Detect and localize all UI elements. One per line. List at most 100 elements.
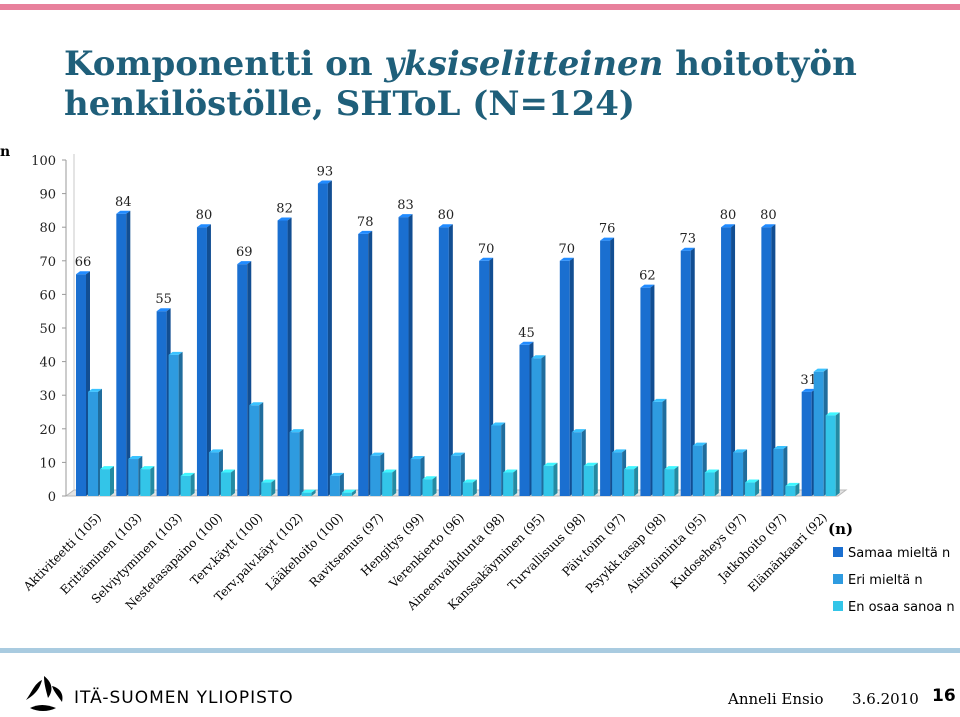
bar-top-face [128,456,143,460]
legend-label: Eri mieltä n [848,573,923,588]
bar-side-face [472,479,477,496]
bar-series2 [612,452,623,496]
data-label: 31 [800,373,817,388]
category-label: Verenkierto (96) [386,510,467,591]
title-italic: yksiselitteinen [384,44,664,84]
bar-series3 [180,475,191,496]
bar-series2 [168,354,179,496]
bar-side-face [783,445,788,496]
legend-label: En osaa sanoa n [848,600,955,615]
bar-series2 [531,358,542,496]
bar-side-face [287,217,292,497]
data-label: 73 [679,232,696,247]
bar-top-face [543,462,558,466]
bar-top-face [503,469,518,473]
bar-series3 [261,482,272,496]
bar-series1 [116,213,127,496]
bar-series1 [196,227,207,496]
bar-top-face [559,257,574,261]
top-accent-rule [0,4,960,10]
bar-side-face [311,489,316,496]
bar-top-face [410,456,425,460]
bar-top-face [450,452,465,456]
y-tick-label: 60 [39,288,56,303]
data-label: 69 [236,245,253,260]
category-label: Ravitsemus (97) [307,510,387,590]
legend-title: (n) [828,520,853,538]
bar-top-face [398,214,413,218]
bar-series1 [76,274,86,496]
bar-top-face [583,462,598,466]
bar-series2 [329,475,340,496]
category-label: Jatkohoito (97) [714,510,789,585]
bar-side-face [755,479,760,496]
data-label: 78 [357,215,374,230]
data-label: 70 [559,242,576,257]
bar-top-face [76,271,90,275]
bar-series1 [761,227,772,496]
university-logo-icon [26,676,63,711]
y-tick-label: 90 [39,188,56,203]
y-tick-label: 20 [39,423,56,438]
bar-series3 [100,469,110,496]
bar-series2 [491,425,502,496]
bar-top-face [664,466,679,470]
category-label: Kudoseheys (97) [668,510,749,591]
data-label: 62 [639,269,656,284]
bar-side-face [126,210,131,496]
bar-top-face [491,422,506,426]
bar-top-face [640,284,655,288]
bar-top-face [140,466,155,470]
bar-series3 [785,485,796,496]
bar-series3 [140,469,151,496]
bar-side-face [541,355,546,496]
data-label: 70 [478,242,495,257]
bar-side-face [731,224,736,496]
bar-top-face [462,479,477,483]
bar-top-face [341,489,356,493]
y-tick-label: 70 [39,255,56,270]
bar-series2 [733,452,744,496]
university-name: ITÄ-SUOMEN YLIOPISTO [74,688,294,708]
legend-swatch [833,574,843,584]
bar-series3 [624,469,635,496]
bar-series1 [600,240,611,496]
bar-top-face [261,479,276,483]
title-part1: Komponentti on [64,44,385,84]
bar-side-face [513,469,518,496]
bar-series1 [156,311,167,496]
bar-top-face [88,388,102,392]
page-number: 16 [932,686,956,706]
bar-top-face [317,180,332,184]
data-label: 80 [760,208,777,223]
bar-top-face [785,482,800,486]
bar-side-face [714,469,719,496]
bar-series2 [370,455,381,496]
bar-side-face [230,469,235,496]
bar-series2 [410,459,421,496]
slide-date: 3.6.2010 [852,690,919,708]
bar-series1 [559,260,570,496]
bar-top-face [168,351,183,355]
bar-series1 [680,250,691,496]
bar-series1 [640,287,651,496]
bar-series1 [801,391,812,496]
data-label: 55 [155,292,172,307]
bar-top-face [704,469,719,473]
bar-top-face [220,469,235,473]
bar-top-face [180,472,195,476]
bar-series3 [825,415,836,496]
bar-top-face [438,224,453,228]
bar-side-face [206,224,211,496]
bar-top-face [745,479,760,483]
bar-top-face [249,402,264,406]
bar-series3 [543,465,554,496]
bar-top-face [600,237,615,241]
bar-side-face [408,214,413,496]
bar-series1 [519,344,530,496]
data-label: 80 [196,208,213,223]
bar-series2 [450,455,461,496]
data-label: 80 [438,208,455,223]
bar-side-face [327,180,332,496]
bar-series2 [571,432,582,496]
